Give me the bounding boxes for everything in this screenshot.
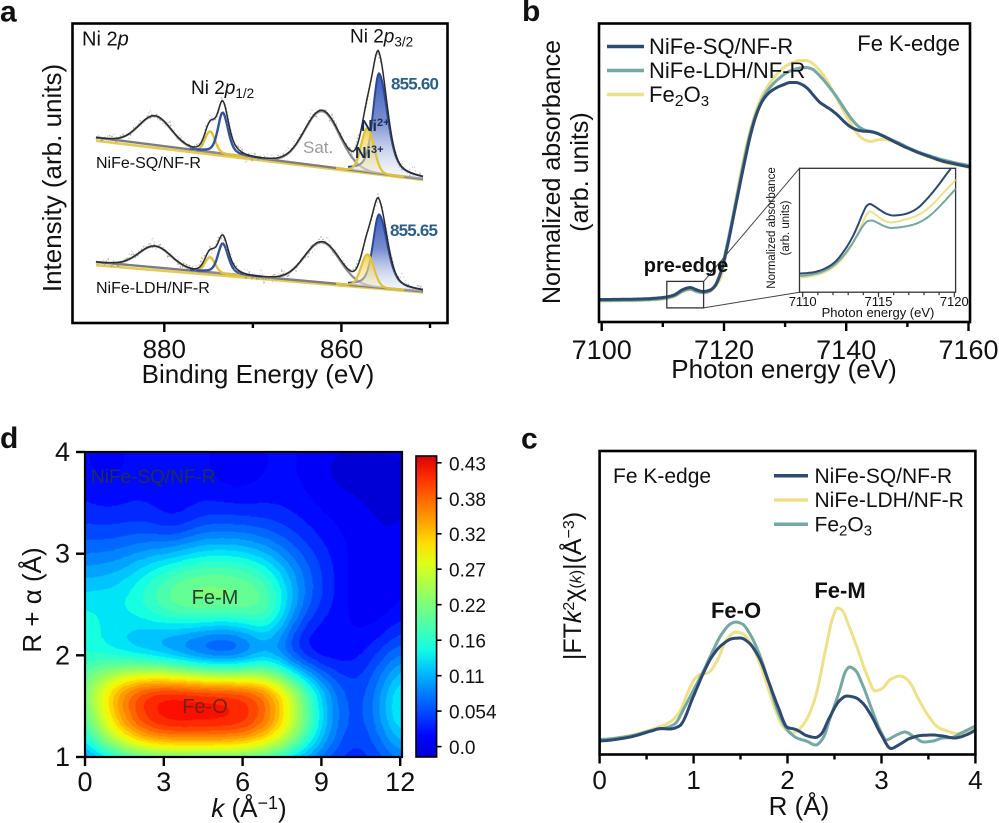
svg-text:4: 4 <box>55 437 70 467</box>
svg-text:Fe2O3: Fe2O3 <box>649 82 709 110</box>
svg-text:Fe-O: Fe-O <box>711 598 761 623</box>
svg-text:NiFe-LDH/NF-R: NiFe-LDH/NF-R <box>96 280 210 297</box>
svg-text:1: 1 <box>686 765 700 795</box>
svg-text:0: 0 <box>77 767 92 797</box>
svg-text:855.65: 855.65 <box>390 221 438 240</box>
svg-text:4: 4 <box>968 765 982 795</box>
svg-text:Normalized absorbance: Normalized absorbance <box>538 40 566 304</box>
svg-text:(arb. units): (arb. units) <box>566 112 594 231</box>
svg-text:0.27: 0.27 <box>449 561 486 582</box>
svg-text:c: c <box>521 423 538 456</box>
svg-text:a: a <box>0 0 17 29</box>
svg-text:0.32: 0.32 <box>449 525 486 546</box>
svg-text:Ni 2p: Ni 2p <box>82 29 129 51</box>
svg-text:0.38: 0.38 <box>449 490 486 511</box>
svg-text:7110: 7110 <box>789 294 817 309</box>
svg-text:0.16: 0.16 <box>449 632 486 653</box>
svg-text:0.0: 0.0 <box>449 738 475 759</box>
svg-text:0.11: 0.11 <box>449 667 485 688</box>
svg-text:2: 2 <box>780 765 794 795</box>
svg-text:(arb. units): (arb. units) <box>780 200 792 255</box>
svg-text:Photon energy (eV): Photon energy (eV) <box>822 305 935 320</box>
svg-text:0: 0 <box>592 765 606 795</box>
svg-text:NiFe-SQ/NF-R: NiFe-SQ/NF-R <box>815 465 953 488</box>
svg-text:2: 2 <box>55 640 70 670</box>
svg-text:9: 9 <box>314 767 329 797</box>
svg-text:Sat.: Sat. <box>303 138 333 157</box>
svg-text:3: 3 <box>156 767 171 797</box>
svg-text:NiFe-LDH/NF-R: NiFe-LDH/NF-R <box>815 489 964 512</box>
svg-text:7140: 7140 <box>816 335 876 365</box>
svg-text:Photon energy (eV): Photon energy (eV) <box>671 354 896 384</box>
svg-text:0.22: 0.22 <box>449 596 486 617</box>
svg-text:Fe-M: Fe-M <box>192 587 239 609</box>
svg-text:R (Å): R (Å) <box>769 791 830 821</box>
svg-text:Fe K-edge: Fe K-edge <box>857 31 960 56</box>
svg-text:R + α (Å): R + α (Å) <box>17 547 47 652</box>
svg-text:NiFe-SQ/NF-R: NiFe-SQ/NF-R <box>91 467 216 488</box>
svg-text:7120: 7120 <box>694 335 754 365</box>
svg-text:855.60: 855.60 <box>391 75 439 94</box>
svg-text:NiFe-LDH/NF-R: NiFe-LDH/NF-R <box>649 58 805 83</box>
svg-text:Fe-O: Fe-O <box>182 696 228 718</box>
svg-text:1: 1 <box>55 742 70 772</box>
svg-text:3: 3 <box>55 539 70 569</box>
svg-text:7115: 7115 <box>865 294 893 309</box>
svg-text:Intensity (arb. units): Intensity (arb. units) <box>37 64 67 292</box>
svg-text:d: d <box>0 422 18 455</box>
svg-text:7120: 7120 <box>940 294 969 309</box>
svg-text:7100: 7100 <box>572 335 632 365</box>
svg-text:NiFe-SQ/NF-R: NiFe-SQ/NF-R <box>649 34 793 59</box>
svg-text:b: b <box>522 0 540 28</box>
svg-text:0.43: 0.43 <box>449 454 486 475</box>
svg-text:860: 860 <box>320 334 363 364</box>
svg-text:pre-edge: pre-edge <box>644 255 728 277</box>
svg-text:12: 12 <box>385 767 415 797</box>
svg-text:Fe2O3: Fe2O3 <box>815 514 873 540</box>
svg-text:6: 6 <box>235 767 250 797</box>
svg-text:Binding Energy (eV): Binding Energy (eV) <box>142 359 375 389</box>
svg-text:880: 880 <box>143 334 186 364</box>
svg-text:Fe-M: Fe-M <box>814 578 865 603</box>
svg-text:3: 3 <box>874 765 888 795</box>
svg-text:0.054: 0.054 <box>449 703 497 724</box>
svg-text:7160: 7160 <box>938 335 998 365</box>
svg-text:Normalized absorbance: Normalized absorbance <box>766 167 778 288</box>
svg-text:NiFe-SQ/NF-R: NiFe-SQ/NF-R <box>96 155 201 172</box>
svg-text:Fe K-edge: Fe K-edge <box>613 465 711 488</box>
